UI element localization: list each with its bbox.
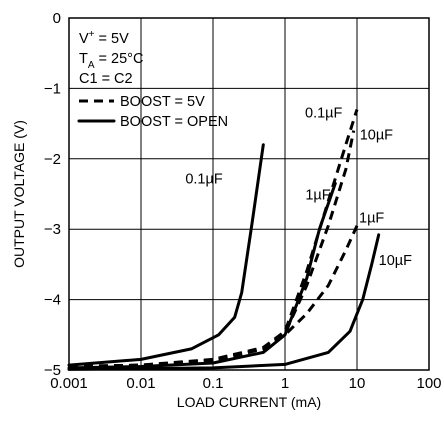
condition-line: V+ = 5V	[79, 29, 129, 47]
curve-label: 10µF	[360, 128, 393, 144]
condition-line: C1 = C2	[79, 71, 133, 87]
series-line-solid-2	[67, 233, 381, 371]
y-tick-label: 0	[53, 10, 61, 27]
tick-labels: 0.001 0.01 0.1 1 10 100 0 −1 −2 −3 −4 −5	[44, 10, 442, 392]
x-tick-label: 10	[349, 375, 366, 392]
condition-line: TA = 25°C	[79, 51, 143, 71]
y-tick-label: −5	[44, 362, 61, 379]
series-line-dashed-4	[68, 130, 356, 369]
y-tick-label: −4	[44, 292, 61, 309]
x-tick-label: 0.1	[203, 375, 224, 392]
curve-label: 10µF	[379, 253, 412, 269]
curve-label: 0.1µF	[305, 106, 343, 122]
curve-label: 1µF	[359, 211, 384, 227]
series-layer	[67, 109, 381, 371]
test-conditions: V+ = 5V TA = 25°CC1 = C2	[79, 29, 143, 87]
x-axis-label: LOAD CURRENT (mA)	[177, 394, 321, 410]
series-line-solid-0	[67, 143, 265, 367]
curve-labels: 0.1µF 1µF 10µF 0.1µF 10µF 1µF	[185, 106, 412, 269]
y-tick-label: −1	[44, 80, 61, 97]
y-axis-label: OUTPUT VOLTAGE (V)	[11, 120, 27, 268]
x-tick-label: 0.001	[50, 375, 88, 392]
curve-label: 0.1µF	[185, 172, 223, 188]
legend-label: BOOST = OPEN	[120, 114, 228, 130]
plot-frame	[68, 17, 430, 371]
series-line-solid-1	[67, 181, 337, 370]
x-tick-label: 0.01	[126, 375, 155, 392]
series-line-dashed-5	[68, 225, 359, 368]
curve-label: 1µF	[305, 187, 330, 203]
y-tick-label: −2	[44, 151, 61, 168]
legend-label: BOOST = 5V	[120, 94, 205, 110]
x-tick-label: 100	[416, 375, 441, 392]
y-tick-label: −3	[44, 221, 61, 238]
legend: BOOST = 5V BOOST = OPEN	[77, 94, 228, 130]
x-tick-label: 1	[281, 375, 289, 392]
